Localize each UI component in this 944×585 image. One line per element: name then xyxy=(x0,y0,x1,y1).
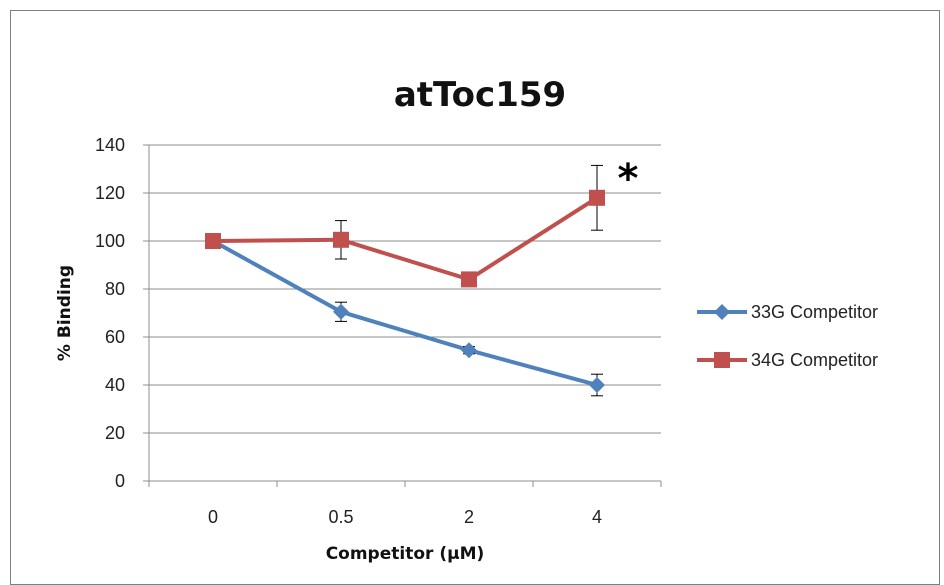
y-tick-label: 0 xyxy=(115,471,125,491)
y-tick-label: 120 xyxy=(95,183,125,203)
data-point xyxy=(333,231,349,248)
chart-frame xyxy=(10,10,940,585)
gridlines xyxy=(149,144,661,434)
x-axis-title: Competitor (μM) xyxy=(326,544,485,564)
legend-marker xyxy=(714,304,730,320)
line-chart: atToc159 0 20 40 60 80 100 120 140 0 0.5 2 4 Compet… xyxy=(55,75,878,564)
data-point xyxy=(333,303,349,320)
y-tick-label: 140 xyxy=(95,135,125,155)
x-tick-label: 2 xyxy=(464,507,474,527)
chart-title: atToc159 xyxy=(394,75,566,115)
legend-label: 33G Competitor xyxy=(751,302,878,322)
series-line xyxy=(212,239,598,387)
y-tick-label: 80 xyxy=(105,279,125,299)
y-axis-title: % Binding xyxy=(55,265,75,361)
x-tick-label: 0.5 xyxy=(328,507,353,527)
data-point xyxy=(205,233,221,249)
legend-item-2: 34G Competitor xyxy=(697,350,878,370)
data-point xyxy=(461,271,477,288)
data-point xyxy=(589,377,605,393)
series-layer xyxy=(205,164,605,397)
data-point xyxy=(589,189,605,206)
x-tick-label: 0 xyxy=(208,507,218,527)
legend-marker xyxy=(714,352,730,368)
legend: 33G Competitor 34G Competitor xyxy=(697,302,878,370)
axes: 0 20 40 60 80 100 120 140 0 0.5 2 4 xyxy=(95,135,662,527)
series-line xyxy=(212,196,599,282)
y-tick-label: 40 xyxy=(105,375,125,395)
y-tick-label: 60 xyxy=(105,327,125,347)
y-tick-label: 20 xyxy=(105,423,125,443)
legend-label: 34G Competitor xyxy=(751,350,878,370)
x-tick-label: 4 xyxy=(592,507,602,527)
y-tick-label: 100 xyxy=(95,231,125,251)
significance-annotation: * xyxy=(618,156,639,202)
series-2 xyxy=(205,164,605,288)
legend-item-1: 33G Competitor xyxy=(697,302,878,322)
series-1 xyxy=(205,233,605,397)
data-point xyxy=(461,342,477,359)
